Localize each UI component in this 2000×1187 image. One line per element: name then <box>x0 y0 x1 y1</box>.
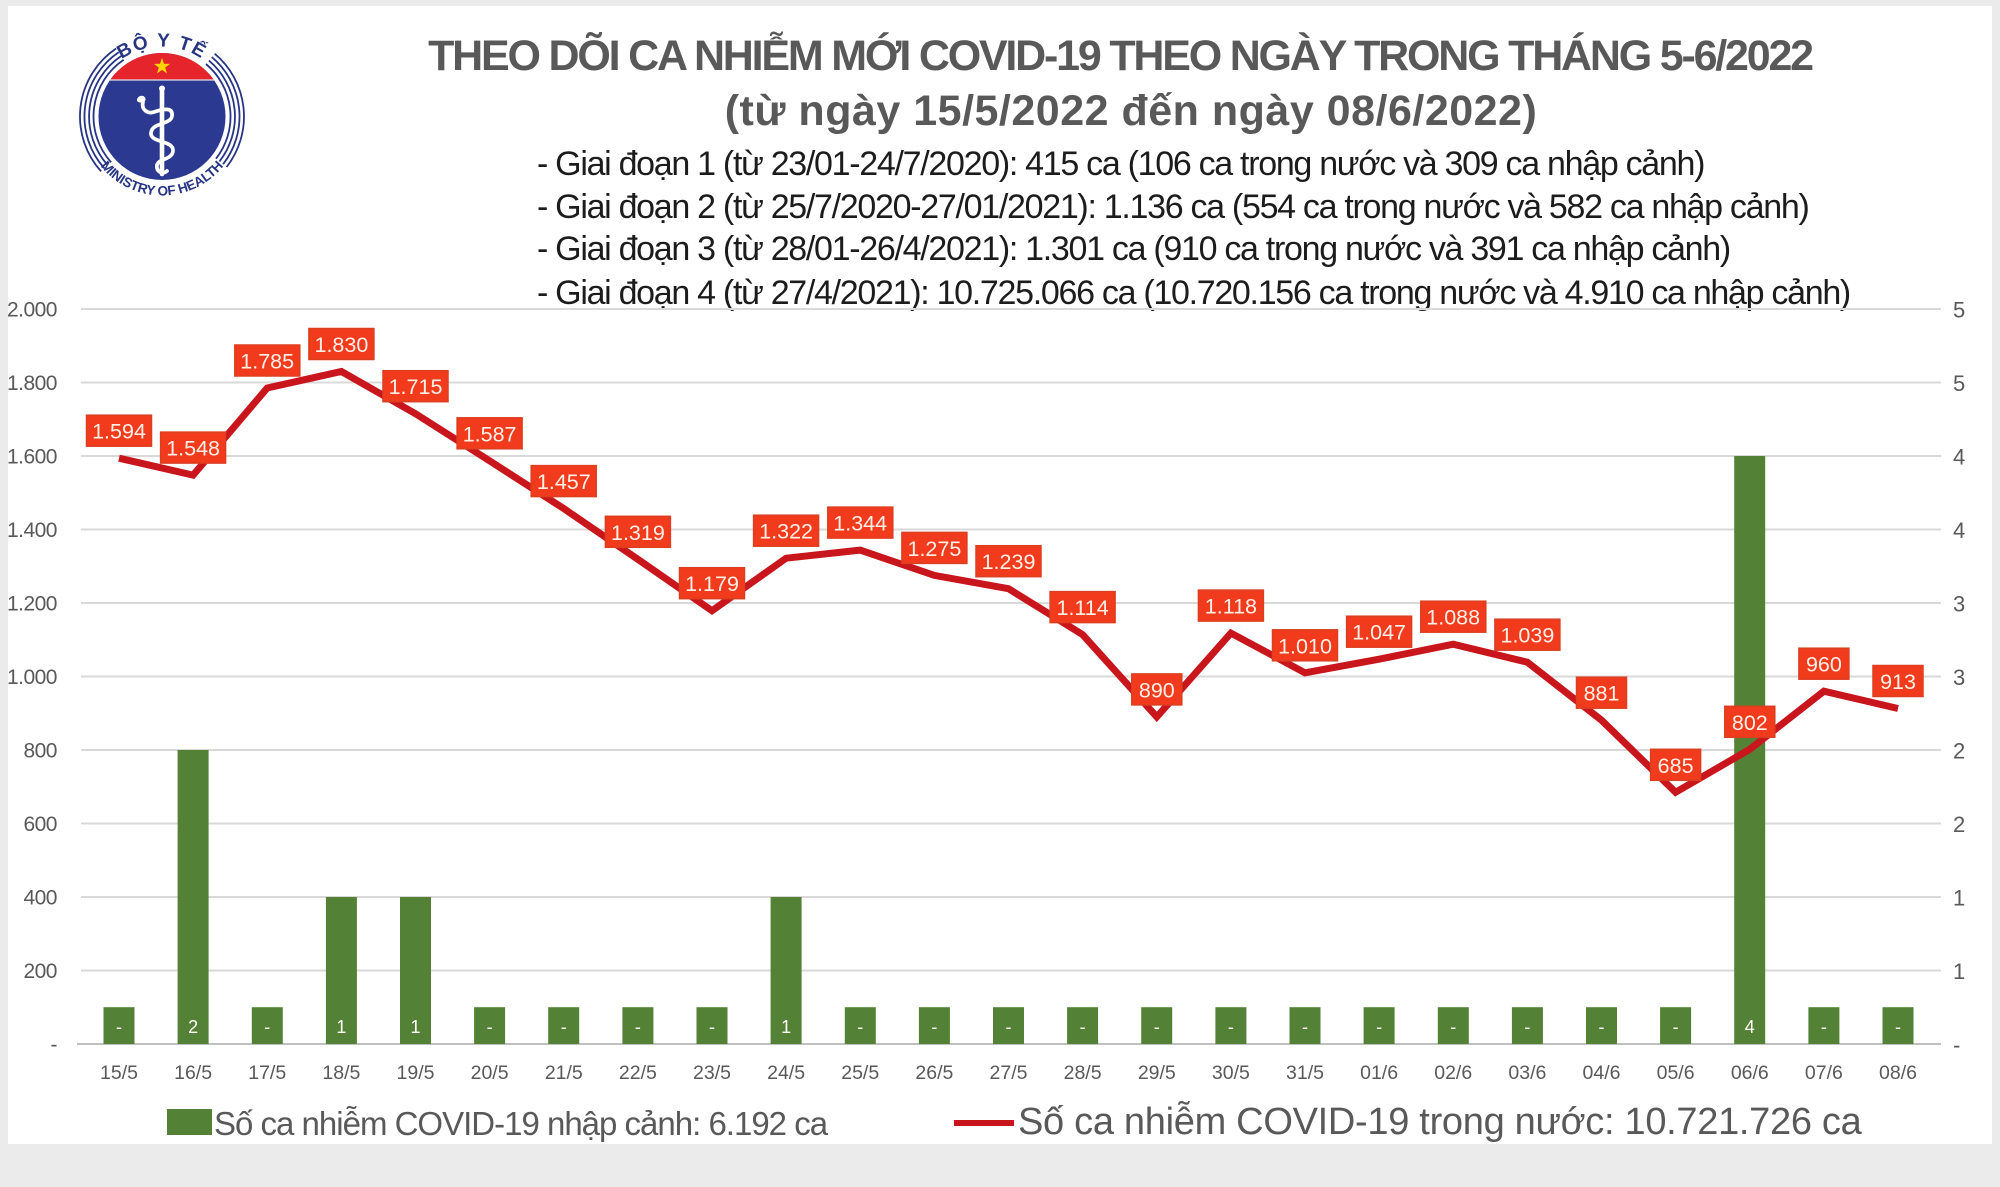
svg-text:23/5: 23/5 <box>693 1062 731 1084</box>
svg-text:5: 5 <box>1953 298 1965 323</box>
svg-text:4: 4 <box>1953 445 1965 470</box>
svg-text:200: 200 <box>23 960 57 983</box>
svg-text:3: 3 <box>1953 665 1965 690</box>
svg-text:-: - <box>1953 1033 1960 1058</box>
svg-text:1.239: 1.239 <box>982 550 1036 574</box>
svg-text:1: 1 <box>410 1017 420 1037</box>
svg-text:-: - <box>1450 1017 1456 1037</box>
svg-text:1: 1 <box>1953 886 1965 911</box>
svg-text:19/5: 19/5 <box>397 1062 435 1084</box>
svg-text:400: 400 <box>23 887 57 910</box>
svg-text:-: - <box>1302 1017 1308 1037</box>
svg-text:960: 960 <box>1806 653 1842 677</box>
svg-text:27/5: 27/5 <box>990 1062 1028 1084</box>
svg-text:06/6: 06/6 <box>1731 1062 1769 1084</box>
svg-text:1.785: 1.785 <box>240 350 294 374</box>
svg-text:1: 1 <box>336 1017 346 1037</box>
svg-text:-: - <box>51 1034 58 1057</box>
svg-text:1.179: 1.179 <box>685 572 739 596</box>
svg-text:01/6: 01/6 <box>1360 1062 1398 1084</box>
svg-text:-: - <box>1376 1017 1382 1037</box>
svg-text:-: - <box>1080 1017 1086 1037</box>
svg-text:1.600: 1.600 <box>7 446 57 469</box>
svg-text:-: - <box>857 1017 863 1037</box>
svg-text:-: - <box>931 1017 937 1037</box>
svg-text:05/6: 05/6 <box>1657 1062 1695 1084</box>
svg-text:802: 802 <box>1732 711 1768 735</box>
svg-text:-: - <box>1524 1017 1530 1037</box>
svg-text:24/5: 24/5 <box>767 1062 805 1084</box>
svg-text:-: - <box>1673 1017 1679 1037</box>
svg-text:1.400: 1.400 <box>7 519 57 542</box>
svg-text:16/5: 16/5 <box>174 1062 212 1084</box>
svg-text:26/5: 26/5 <box>915 1062 953 1084</box>
svg-text:913: 913 <box>1880 670 1916 694</box>
svg-text:08/6: 08/6 <box>1879 1062 1917 1084</box>
svg-text:22/5: 22/5 <box>619 1062 657 1084</box>
svg-text:1.200: 1.200 <box>7 593 57 616</box>
svg-text:-: - <box>264 1017 270 1037</box>
svg-text:685: 685 <box>1658 754 1694 778</box>
svg-text:03/6: 03/6 <box>1508 1062 1546 1084</box>
svg-text:30/5: 30/5 <box>1212 1062 1250 1084</box>
svg-text:1.830: 1.830 <box>314 333 368 357</box>
svg-text:1.088: 1.088 <box>1426 606 1480 630</box>
svg-text:04/6: 04/6 <box>1583 1062 1621 1084</box>
svg-text:07/6: 07/6 <box>1805 1062 1843 1084</box>
svg-text:2.000: 2.000 <box>7 299 57 322</box>
svg-text:20/5: 20/5 <box>471 1062 509 1084</box>
svg-text:2: 2 <box>188 1017 198 1037</box>
svg-text:1.457: 1.457 <box>537 470 591 494</box>
svg-text:2: 2 <box>1953 812 1965 837</box>
svg-text:-: - <box>1895 1017 1901 1037</box>
svg-text:1.010: 1.010 <box>1278 634 1332 658</box>
svg-text:-: - <box>1006 1017 1012 1037</box>
svg-text:1.000: 1.000 <box>7 666 57 689</box>
svg-text:5: 5 <box>1953 371 1965 396</box>
svg-text:-: - <box>1599 1017 1605 1037</box>
svg-text:-: - <box>487 1017 493 1037</box>
svg-text:29/5: 29/5 <box>1138 1062 1176 1084</box>
svg-text:1.594: 1.594 <box>92 420 146 444</box>
svg-text:17/5: 17/5 <box>248 1062 286 1084</box>
svg-text:881: 881 <box>1584 682 1620 706</box>
svg-text:-: - <box>709 1017 715 1037</box>
svg-text:-: - <box>1228 1017 1234 1037</box>
svg-text:1.715: 1.715 <box>389 375 443 399</box>
svg-text:1.344: 1.344 <box>833 512 887 536</box>
svg-text:2: 2 <box>1953 739 1965 764</box>
svg-text:-: - <box>635 1017 641 1037</box>
svg-text:1.587: 1.587 <box>463 422 517 446</box>
svg-text:31/5: 31/5 <box>1286 1062 1324 1084</box>
svg-text:21/5: 21/5 <box>545 1062 583 1084</box>
svg-text:600: 600 <box>23 813 57 836</box>
svg-text:18/5: 18/5 <box>322 1062 360 1084</box>
svg-text:1.118: 1.118 <box>1205 595 1257 619</box>
svg-text:1.114: 1.114 <box>1056 596 1108 620</box>
svg-text:25/5: 25/5 <box>841 1062 879 1084</box>
svg-text:800: 800 <box>23 740 57 763</box>
svg-text:3: 3 <box>1953 592 1965 617</box>
svg-text:1.319: 1.319 <box>611 521 665 545</box>
svg-text:1.800: 1.800 <box>7 372 57 395</box>
svg-text:1: 1 <box>1953 959 1965 984</box>
svg-text:15/5: 15/5 <box>100 1062 138 1084</box>
svg-text:-: - <box>116 1017 122 1037</box>
svg-text:-: - <box>561 1017 567 1037</box>
svg-text:-: - <box>1821 1017 1827 1037</box>
svg-text:-: - <box>1154 1017 1160 1037</box>
svg-text:1.548: 1.548 <box>166 437 220 461</box>
svg-text:1: 1 <box>781 1017 791 1037</box>
svg-text:1.047: 1.047 <box>1352 621 1406 645</box>
svg-text:02/6: 02/6 <box>1434 1062 1472 1084</box>
svg-text:1.322: 1.322 <box>759 520 813 544</box>
svg-text:28/5: 28/5 <box>1064 1062 1102 1084</box>
svg-text:1.275: 1.275 <box>907 537 961 561</box>
svg-text:4: 4 <box>1745 1017 1755 1037</box>
svg-text:890: 890 <box>1139 678 1175 702</box>
svg-text:4: 4 <box>1953 518 1965 543</box>
svg-text:1.039: 1.039 <box>1500 624 1554 648</box>
